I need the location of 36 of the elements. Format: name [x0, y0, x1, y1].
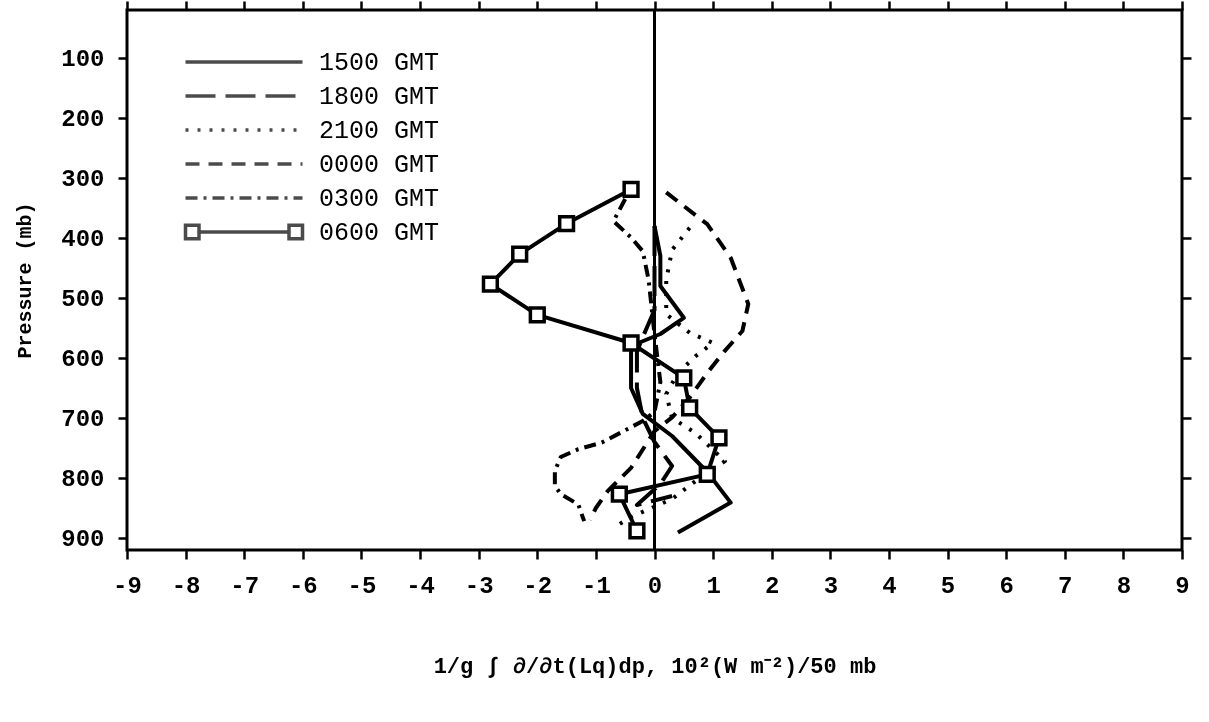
x-tick-label: 3	[823, 572, 839, 600]
y-axis-title: Pressure (mb)	[14, 202, 38, 359]
x-tick-label: -7	[230, 572, 260, 600]
y-tick-label: 700	[61, 405, 105, 433]
x-tick-label: -4	[406, 572, 435, 600]
x-tick-label: 0	[647, 572, 663, 600]
x-tick-label: -3	[464, 572, 494, 600]
x-tick-label: 4	[882, 572, 897, 600]
legend-label: 0000 GMT	[319, 151, 440, 180]
y-tick-label: 500	[61, 285, 105, 313]
legend-label: 0300 GMT	[319, 185, 440, 214]
legend-label: 2100 GMT	[319, 117, 440, 146]
x-tick-label: -6	[288, 572, 318, 600]
x-tick-label: -9	[113, 572, 142, 600]
y-tick-label: 400	[61, 225, 105, 253]
x-tick-label: 8	[1116, 572, 1132, 600]
x-tick-label: -1	[581, 572, 611, 600]
x-axis-title: 1/g ∫ ∂/∂t(Lq)dp, 10²(W m⁻²)/50 mb	[433, 654, 877, 680]
legend-label: 0600 GMT	[319, 219, 440, 248]
y-tick-label: 100	[61, 45, 105, 73]
y-tick-label: 900	[61, 525, 105, 553]
y-tick-label: 200	[61, 105, 105, 133]
x-tick-label: 6	[999, 572, 1014, 600]
x-tick-label: 9	[1175, 572, 1190, 600]
y-tick-label: 800	[61, 465, 105, 493]
y-tick-label: 600	[61, 345, 105, 373]
x-tick-label: -5	[347, 572, 377, 600]
x-tick-label: 5	[940, 572, 956, 600]
y-tick-label: 300	[61, 165, 105, 193]
x-tick-label: 7	[1058, 572, 1073, 600]
legend-label: 1800 GMT	[319, 83, 440, 112]
x-tick-label: -8	[171, 572, 201, 600]
legend-label: 1500 GMT	[319, 49, 440, 78]
x-tick-label: -2	[523, 572, 553, 600]
x-tick-label: 1	[706, 572, 721, 600]
x-tick-label: 2	[765, 572, 780, 600]
